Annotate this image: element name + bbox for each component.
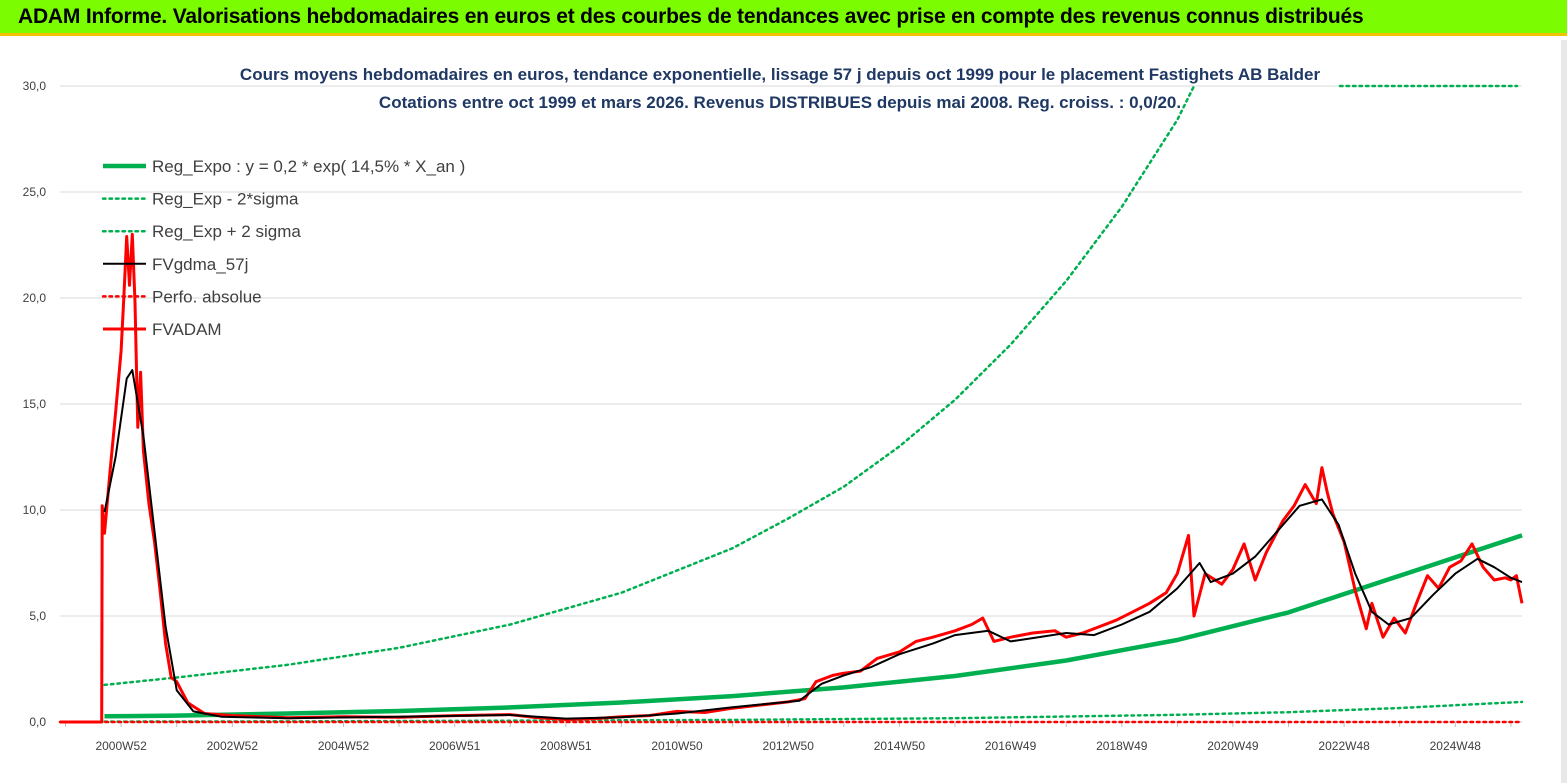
y-tick-label: 30,0 bbox=[23, 79, 47, 93]
title-banner: ADAM Informe. Valorisations hebdomadaire… bbox=[0, 0, 1567, 36]
y-tick-label: 5,0 bbox=[29, 609, 46, 623]
legend-label: Reg_Expo : y = 0,2 * exp( 14,5% * X_an ) bbox=[152, 157, 465, 176]
series-line bbox=[60, 232, 1524, 724]
page-title: ADAM Informe. Valorisations hebdomadaire… bbox=[18, 5, 1364, 28]
legend-label: FVADAM bbox=[152, 320, 222, 339]
y-tick-label: 10,0 bbox=[23, 503, 47, 517]
y-tick-label: 15,0 bbox=[23, 397, 47, 411]
x-tick-label: 2004W52 bbox=[318, 739, 370, 753]
x-tick-label: 2018W49 bbox=[1096, 739, 1148, 753]
chart-subtitle: Cotations entre oct 1999 et mars 2026. R… bbox=[379, 93, 1181, 112]
x-tick-label: 2002W52 bbox=[207, 739, 259, 753]
y-tick-label: 20,0 bbox=[23, 291, 47, 305]
x-tick-label: 2000W52 bbox=[95, 739, 147, 753]
x-tick-label: 2020W49 bbox=[1207, 739, 1259, 753]
line-chart: 0,0 5,0 10,0 15,0 20,0 25,0 30,0 2000W52 2002W5… bbox=[23, 65, 1524, 753]
x-tick-label: 2012W50 bbox=[763, 739, 815, 753]
series-lines bbox=[58, 84, 1524, 724]
y-axis-ticks: 0,0 5,0 10,0 15,0 20,0 25,0 30,0 bbox=[23, 79, 47, 729]
gridlines bbox=[60, 85, 1522, 727]
chart-legend: Reg_Expo : y = 0,2 * exp( 14,5% * X_an )… bbox=[101, 157, 465, 339]
legend-label: FVgdma_57j bbox=[152, 255, 248, 274]
y-tick-label: 0,0 bbox=[29, 715, 46, 729]
x-axis-ticks: 2000W52 2002W52 2004W52 2006W51 2008W51 2010W… bbox=[95, 739, 1481, 753]
series-line bbox=[103, 700, 1524, 723]
x-tick-label: 2024W48 bbox=[1430, 739, 1482, 753]
x-tick-label: 2006W51 bbox=[429, 739, 481, 753]
series-line bbox=[103, 369, 1523, 720]
series-line bbox=[103, 84, 1196, 687]
frame-border bbox=[1561, 40, 1567, 783]
chart-title: Cours moyens hebdomadaires en euros, ten… bbox=[240, 65, 1321, 84]
legend-label: Perfo. absolue bbox=[152, 287, 262, 306]
x-tick-label: 2010W50 bbox=[651, 739, 703, 753]
x-tick-label: 2008W51 bbox=[540, 739, 592, 753]
x-tick-label: 2022W48 bbox=[1318, 739, 1370, 753]
x-tick-label: 2014W50 bbox=[874, 739, 926, 753]
y-tick-label: 25,0 bbox=[23, 185, 47, 199]
legend-label: Reg_Exp - 2*sigma bbox=[152, 190, 299, 209]
legend-label: Reg_Exp + 2 sigma bbox=[152, 222, 301, 241]
x-tick-label: 2016W49 bbox=[985, 739, 1037, 753]
series-line bbox=[104, 533, 1523, 719]
